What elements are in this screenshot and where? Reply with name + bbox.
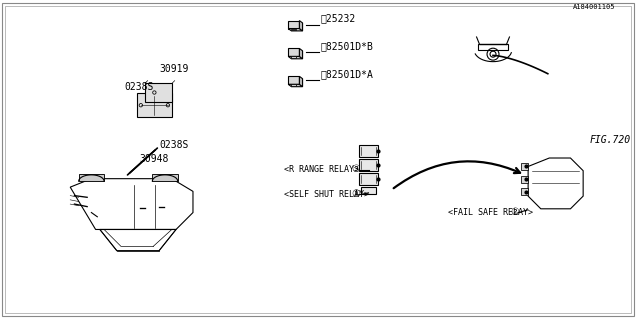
Text: 30919: 30919 [159,64,189,74]
Polygon shape [79,174,104,181]
Bar [291,84,296,86]
Text: <R RANGE RELAY>: <R RANGE RELAY> [284,165,359,174]
Text: ①: ① [351,189,360,199]
Text: 30948: 30948 [140,154,169,164]
Bar [145,83,172,102]
Text: 0238S: 0238S [125,82,154,92]
Bar [291,56,296,58]
Bar [522,188,528,195]
Polygon shape [288,56,303,59]
Bar [358,159,378,171]
Bar [291,28,296,30]
Text: ②82501D*B: ②82501D*B [321,42,374,52]
Polygon shape [300,76,303,87]
Text: ②: ② [511,207,519,217]
Bar [360,187,376,194]
Text: A184001105: A184001105 [573,4,616,10]
Bar [522,163,528,170]
Polygon shape [300,48,303,59]
Bar [288,20,300,28]
Bar [136,93,172,117]
Text: FIG.720: FIG.720 [589,135,631,145]
Text: <FAIL SAFE RELAY>: <FAIL SAFE RELAY> [448,208,533,217]
Bar [522,176,528,182]
Bar [478,44,508,51]
Bar [288,76,300,84]
Polygon shape [288,84,303,87]
Polygon shape [288,28,303,31]
Bar [358,145,378,157]
Text: ③25232: ③25232 [321,13,356,24]
Polygon shape [152,174,178,181]
Text: 0238S: 0238S [159,140,189,150]
Bar [288,48,300,56]
Text: ③: ③ [351,164,360,174]
Text: <SELF SHUT RELAY>: <SELF SHUT RELAY> [284,190,369,199]
Text: ①82501D*A: ①82501D*A [321,69,374,79]
Polygon shape [300,20,303,31]
Bar [358,173,378,185]
